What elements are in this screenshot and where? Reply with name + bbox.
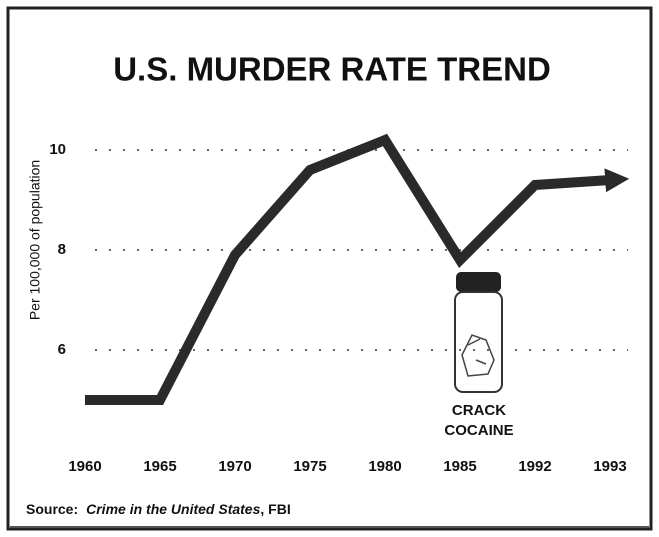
x-tick-label: 1980 — [368, 458, 401, 475]
x-tick-label: 1992 — [518, 458, 551, 475]
x-tick-label: 1993 — [593, 458, 626, 475]
x-tick-label: 1965 — [143, 458, 176, 475]
x-tick-label: 1970 — [218, 458, 251, 475]
source: Source: Crime in the United States, FBI — [26, 501, 291, 517]
y-tick-label: 8 — [58, 241, 66, 258]
vial — [455, 272, 502, 392]
x-tick-label: 1960 — [68, 458, 101, 475]
y-tick-label: 10 — [49, 141, 66, 158]
chart-title: U.S. MURDER RATE TREND — [113, 51, 551, 88]
x-tick-label: 1975 — [293, 458, 326, 475]
source-title: Crime in the United States — [86, 501, 260, 517]
chart: U.S. MURDER RATE TREND Per 100,000 of po… — [0, 0, 659, 537]
x-tick-label: 1985 — [443, 458, 476, 475]
annotation: COCAINE — [444, 422, 513, 439]
y-axis-label: Per 100,000 of population — [27, 160, 43, 320]
annotation: CRACK — [452, 402, 506, 419]
y-tick-label: 6 — [58, 341, 66, 358]
source-publisher: , FBI — [260, 501, 290, 517]
source-label: Source: — [26, 501, 78, 517]
